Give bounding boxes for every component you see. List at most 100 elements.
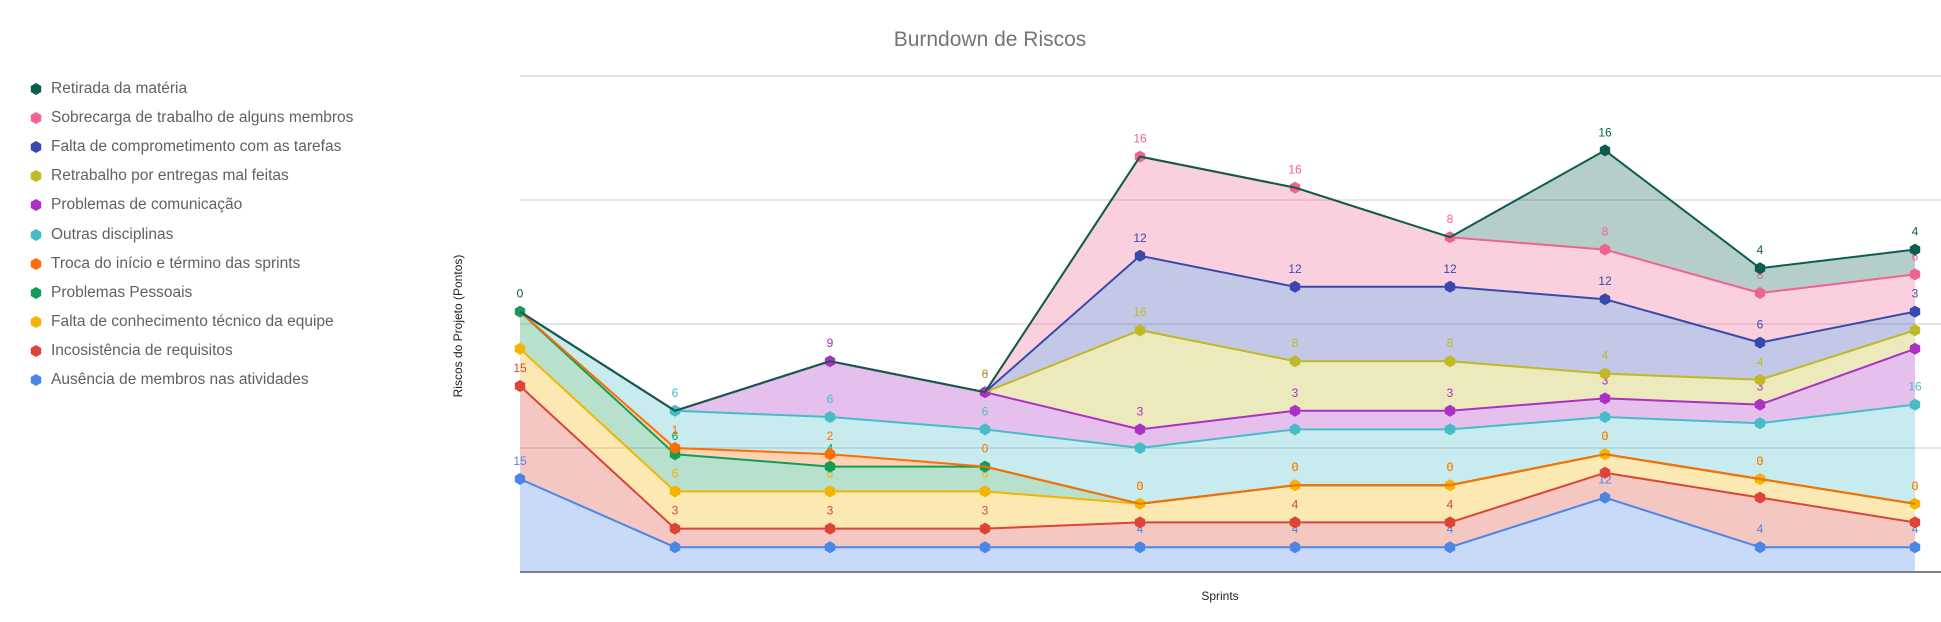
data-point [669, 522, 681, 535]
data-point [1909, 268, 1921, 281]
data-label: 6 [672, 466, 679, 480]
data-label: 4 [1292, 522, 1299, 536]
data-point [1909, 342, 1921, 355]
legend-item-sobrecarga-de-trabalho-de-alguns-membros[interactable]: Sobrecarga de trabalho de alguns membros [30, 103, 353, 132]
data-label: 3 [1137, 479, 1144, 493]
data-label: 9 [827, 336, 834, 350]
line-ausencia-de-membros-nas-atividades [519, 478, 1915, 549]
data-label: 6 [827, 466, 834, 480]
data-point [1754, 262, 1766, 275]
data-label: 6 [672, 429, 679, 443]
data-point [979, 541, 991, 554]
data-point [1444, 423, 1456, 436]
data-point [1599, 367, 1611, 380]
data-label: 4 [1912, 225, 1919, 239]
legend-marker-icon [30, 170, 42, 183]
gridlines [520, 75, 1941, 573]
data-point [1754, 491, 1766, 504]
data-label: 16 [1598, 125, 1612, 139]
series-retirada-da-materia: 0 16 4 4 [517, 125, 1921, 412]
data-point [1134, 541, 1146, 554]
data-label: 4 [1757, 243, 1764, 257]
series-areas [520, 150, 1915, 572]
data-point [1754, 373, 1766, 386]
data-point [1754, 336, 1766, 349]
data-point [1444, 355, 1456, 368]
data-label: 3 [982, 504, 989, 518]
data-label: 3 [1757, 454, 1764, 468]
data-label: 15 [513, 361, 527, 375]
legend-label: Troca do início e término das sprints [51, 254, 301, 272]
data-point [1289, 280, 1301, 293]
legend-item-troca-do-inicio-e-termino-das-sprints[interactable]: Troca do início e término das sprints [30, 249, 353, 278]
data-point [1289, 541, 1301, 554]
data-label: 0 [1602, 429, 1609, 443]
data-point [1599, 144, 1611, 157]
data-label: 3 [1602, 429, 1609, 443]
legend-marker-icon [30, 257, 42, 270]
data-label: 3 [1912, 479, 1919, 493]
data-point [1134, 516, 1146, 529]
data-label: 0 [1137, 479, 1144, 493]
data-label: 1 [672, 423, 679, 437]
area-retrabalho-por-entregas-mal-feitas [520, 311, 1915, 430]
legend-item-retirada-da-materia[interactable]: Retirada da matéria [30, 74, 353, 103]
data-label: 16 [1133, 132, 1147, 146]
data-point [1289, 404, 1301, 417]
data-point [824, 485, 836, 498]
data-label: 3 [1447, 386, 1454, 400]
data-label: 3 [1912, 287, 1919, 301]
legend-item-ausencia-de-membros-nas-atividades[interactable]: Ausência de membros nas atividades [30, 366, 353, 395]
data-label: 6 [1912, 249, 1919, 263]
data-point [1444, 516, 1456, 529]
legend-item-problemas-pessoais[interactable]: Problemas Pessoais [30, 278, 353, 307]
data-point [1289, 423, 1301, 436]
data-point [1754, 287, 1766, 299]
data-point [979, 522, 991, 535]
data-label: 6 [1292, 460, 1299, 474]
data-point [669, 442, 681, 454]
legend-item-outras-disciplinas[interactable]: Outras disciplinas [30, 220, 353, 249]
area-sobrecarga-de-trabalho-de-alguns-membros [520, 156, 1915, 411]
legend-label: Outras disciplinas [51, 225, 174, 243]
legend-label: Retrabalho por entregas mal feitas [51, 167, 289, 185]
data-point [1909, 398, 1921, 411]
area-ausencia-de-membros-nas-atividades [520, 479, 1915, 572]
line-troca-do-inicio-e-termino-das-sprints [519, 310, 1916, 505]
data-label: 3 [827, 504, 834, 518]
legend-label: Falta de conhecimento técnico da equipe [51, 313, 334, 331]
data-label: 15 [513, 454, 527, 468]
data-point [1134, 423, 1146, 436]
data-label: 4 [1912, 522, 1919, 536]
data-label: 12 [1443, 262, 1457, 276]
legend: Retirada da matéria Sobrecarga de trabalh… [30, 74, 353, 395]
legend-marker-icon [30, 345, 42, 358]
data-point [824, 448, 836, 461]
line-incosistencia-de-requisitos [519, 385, 1916, 530]
data-label: 0 [1757, 454, 1764, 468]
data-point [669, 541, 681, 554]
data-point [824, 541, 836, 554]
data-point [824, 460, 836, 473]
data-point [1599, 466, 1611, 479]
data-point [1754, 541, 1766, 554]
line-retirada-da-materia [519, 149, 1916, 412]
legend-item-problemas-de-comunicacao[interactable]: Problemas de comunicação [30, 191, 353, 220]
data-label: 3 [1292, 386, 1299, 400]
area-outras-disciplinas [520, 311, 1915, 504]
data-label: 12 [1133, 231, 1147, 245]
data-label: 3 [672, 504, 679, 518]
legend-marker-icon [30, 286, 42, 299]
legend-item-falta-de-comprometimento-com-as-tarefas[interactable]: Falta de comprometimento com as tarefas [30, 132, 353, 161]
data-label: 3 [1137, 404, 1144, 418]
legend-item-retrabalho-por-entregas-mal-feitas[interactable]: Retrabalho por entregas mal feitas [30, 162, 353, 191]
legend-label: Problemas de comunicação [51, 196, 243, 214]
data-point [1909, 243, 1921, 256]
legend-marker-icon [30, 374, 42, 387]
data-point [1754, 398, 1766, 411]
data-point [1909, 541, 1921, 554]
data-point [1599, 491, 1611, 504]
data-label: 6 [1447, 460, 1454, 474]
legend-item-incosistencia-de-requisitos[interactable]: Incosistência de requisitos [30, 337, 353, 366]
legend-item-falta-de-conhecimento-tecnico-da-equipe[interactable]: Falta de conhecimento técnico da equipe [30, 308, 353, 337]
